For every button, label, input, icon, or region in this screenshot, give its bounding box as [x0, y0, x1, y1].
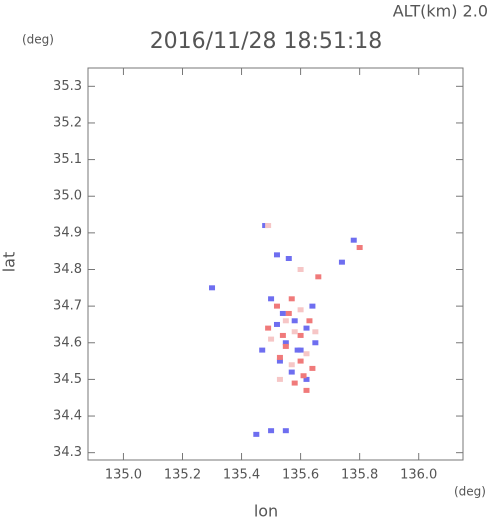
y-tick-label: 34.8: [53, 262, 82, 277]
echo-point: [259, 347, 266, 353]
echo-point: [303, 325, 310, 331]
y-tick-label: 34.6: [53, 335, 82, 350]
echo-point: [291, 318, 298, 324]
y-tick-label: 35.0: [53, 189, 82, 204]
echo-point: [285, 310, 292, 316]
x-unit: (deg): [454, 485, 486, 499]
x-tick-label: 135.6: [282, 468, 319, 483]
echo-point: [268, 296, 275, 302]
echo-point: [297, 332, 304, 338]
echo-point: [279, 310, 286, 316]
echo-point: [273, 303, 280, 309]
echo-point: [291, 380, 298, 386]
echo-point: [209, 285, 216, 291]
chart-title: 2016/11/28 18:51:18: [150, 29, 383, 54]
echo-point: [288, 362, 295, 368]
echo-point: [285, 256, 292, 262]
echo-point: [288, 296, 295, 302]
x-tick-label: 135.4: [223, 468, 260, 483]
echo-point: [268, 428, 275, 434]
y-tick-label: 35.3: [53, 79, 82, 94]
plot-frame: [87, 67, 464, 461]
y-tick-label: 34.7: [53, 299, 82, 314]
echo-point: [282, 343, 289, 349]
echo-point: [350, 237, 357, 243]
echo-point: [309, 365, 316, 371]
echo-point: [306, 318, 313, 324]
echo-point: [356, 245, 363, 251]
echo-point: [338, 259, 345, 265]
echo-point: [297, 266, 304, 272]
echo-point: [273, 321, 280, 327]
echo-point: [276, 358, 283, 364]
echo-point: [309, 303, 316, 309]
y-tick-label: 34.3: [53, 445, 82, 460]
x-tick-label: 135.8: [341, 468, 378, 483]
echo-point: [312, 340, 319, 346]
x-tick-label: 136.0: [400, 468, 437, 483]
y-unit: (deg): [22, 33, 54, 47]
y-axis-label: lat: [0, 252, 19, 273]
y-tick-label: 35.2: [53, 115, 82, 130]
echo-point: [268, 336, 275, 342]
echo-point: [300, 373, 307, 379]
echo-point: [294, 347, 301, 353]
echo-point: [253, 431, 260, 437]
y-tick-label: 34.9: [53, 225, 82, 240]
echo-point: [297, 358, 304, 364]
echo-point: [273, 252, 280, 258]
echo-point: [303, 387, 310, 393]
echo-point: [303, 351, 310, 357]
echo-point: [276, 354, 283, 360]
echo-point: [265, 325, 272, 331]
echo-point: [291, 329, 298, 335]
x-axis-label: lon: [254, 502, 278, 521]
echo-point: [312, 329, 319, 335]
y-tick-label: 35.1: [53, 152, 82, 167]
x-tick-label: 135.2: [164, 468, 201, 483]
echo-point: [265, 223, 272, 229]
y-tick-label: 34.5: [53, 372, 82, 387]
chart-subtitle: ALT(km) 2.0: [393, 2, 488, 21]
echo-point: [303, 376, 310, 382]
echo-point: [282, 428, 289, 434]
echo-point: [288, 369, 295, 375]
echo-point: [282, 340, 289, 346]
echo-point: [315, 274, 322, 280]
echo-point: [282, 318, 289, 324]
echo-point: [276, 376, 283, 382]
echo-point: [297, 307, 304, 313]
x-tick-label: 135.0: [105, 468, 142, 483]
echo-point: [279, 332, 286, 338]
y-tick-label: 34.4: [53, 409, 82, 424]
